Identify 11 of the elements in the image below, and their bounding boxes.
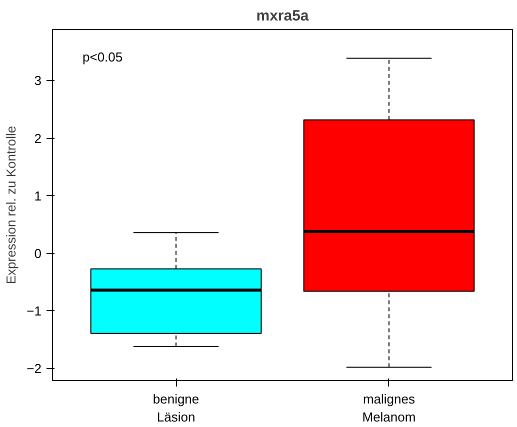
y-tick-label: 3: [34, 73, 42, 88]
y-tick-label: −1: [26, 303, 42, 318]
x-tick-label: benigne Läsion: [152, 392, 200, 424]
annotation: p<0.05: [82, 50, 123, 64]
y-tick-label: 2: [34, 130, 42, 146]
y-tick-label: 1: [34, 188, 42, 204]
x-tick-label: malignes Melanom: [362, 392, 416, 424]
y-tick-label: 0: [34, 246, 42, 261]
y-tick-label: −2: [26, 360, 42, 376]
y-axis-title: Expression rel. zu Kontrolle: [4, 126, 19, 284]
chart-title: mxra5a: [256, 8, 310, 24]
